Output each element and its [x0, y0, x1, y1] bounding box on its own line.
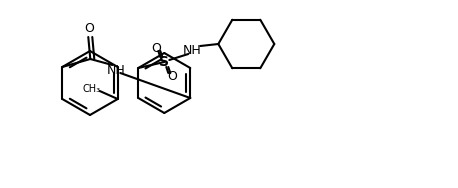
Text: NH: NH: [183, 43, 202, 57]
Text: O: O: [84, 23, 94, 36]
Text: NH: NH: [107, 64, 125, 77]
Text: O: O: [167, 70, 177, 83]
Text: O: O: [151, 42, 161, 55]
Text: S: S: [159, 55, 169, 69]
Text: CH₃: CH₃: [82, 84, 101, 94]
